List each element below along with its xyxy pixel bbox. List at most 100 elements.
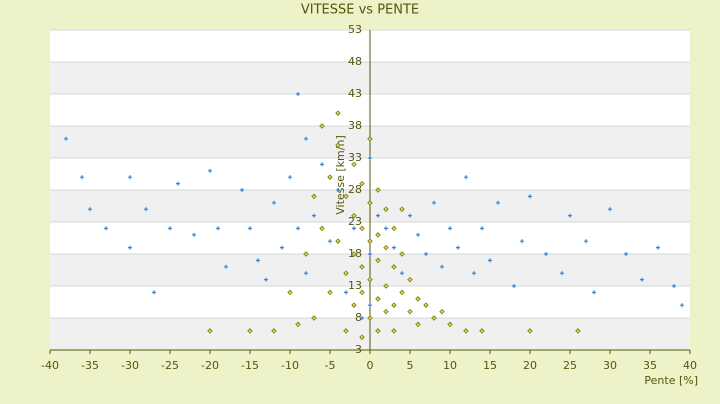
data-point [375, 328, 381, 334]
data-point [287, 289, 293, 296]
data-point [343, 270, 349, 276]
x-tick-label: 5 [407, 359, 414, 372]
data-point [240, 188, 244, 192]
data-point [344, 290, 348, 295]
x-tick-label: -40 [41, 359, 59, 372]
data-point [568, 213, 572, 218]
data-point [440, 264, 444, 269]
data-point [320, 162, 324, 167]
y-axis-title: Vitesse [km/h] [334, 135, 347, 215]
data-point [375, 187, 381, 193]
data-point [672, 284, 676, 288]
y-tick-label: 28 [348, 183, 362, 196]
data-point [295, 321, 301, 328]
data-point [192, 232, 196, 237]
data-point [360, 316, 364, 320]
chart-title: VITESSE vs PENTE [301, 3, 419, 18]
data-point [400, 271, 404, 276]
data-point [383, 206, 389, 212]
y-tick-label: 48 [348, 55, 362, 68]
data-point [656, 245, 660, 250]
data-point [424, 252, 428, 256]
x-tick-label: 30 [603, 359, 617, 372]
data-point [336, 188, 340, 192]
data-point [376, 213, 380, 218]
data-point [367, 315, 373, 321]
data-point [351, 212, 357, 219]
x-tick-label: 10 [443, 359, 457, 372]
data-point [391, 302, 397, 308]
data-point [680, 303, 684, 308]
x-tick-label: -35 [81, 359, 99, 372]
data-point [351, 161, 357, 168]
data-point [319, 123, 325, 129]
data-point [296, 92, 300, 96]
data-point [439, 308, 445, 315]
data-point [384, 226, 388, 231]
y-tick-label: 13 [348, 279, 362, 292]
data-point [408, 213, 412, 218]
data-point [88, 207, 92, 212]
data-point [128, 245, 132, 250]
data-point [575, 328, 581, 334]
y-tick-label: 23 [348, 215, 362, 228]
x-tick-label: 20 [523, 359, 537, 372]
data-point [328, 239, 332, 244]
data-point [368, 303, 372, 308]
data-point [479, 328, 485, 334]
x-tick-label: -15 [241, 359, 259, 372]
data-point [216, 226, 220, 231]
data-point [280, 245, 284, 250]
data-point [271, 328, 277, 334]
data-point [351, 251, 357, 257]
y-tick-label: 33 [348, 151, 362, 164]
data-point [399, 289, 405, 296]
data-point [423, 302, 429, 308]
data-point [256, 258, 260, 263]
data-point [447, 321, 453, 328]
data-point [288, 175, 292, 180]
data-point [407, 308, 413, 315]
data-point [304, 271, 308, 276]
data-point [456, 245, 460, 250]
data-point [207, 328, 213, 334]
data-point [383, 244, 389, 251]
data-point [407, 276, 413, 283]
data-point [375, 257, 381, 264]
data-point [392, 245, 396, 250]
data-point [368, 252, 372, 256]
data-point [592, 290, 596, 295]
data-point [80, 175, 84, 180]
x-tick-label: -30 [121, 359, 139, 372]
data-point [512, 284, 516, 288]
data-point [224, 264, 228, 269]
data-point [343, 328, 349, 334]
data-point [367, 238, 373, 244]
data-point [375, 232, 381, 238]
data-point [296, 226, 300, 231]
data-point [520, 239, 524, 244]
data-point [343, 193, 349, 200]
data-point [624, 252, 628, 256]
data-point [168, 226, 172, 231]
data-point [319, 225, 325, 232]
data-point [375, 296, 381, 302]
data-point [312, 213, 316, 218]
data-point [359, 180, 365, 187]
data-point [248, 226, 252, 231]
data-point [415, 296, 421, 302]
data-point [327, 174, 333, 180]
data-point [448, 226, 452, 231]
data-point [327, 289, 333, 296]
data-point [496, 200, 500, 205]
x-tick-label: 35 [643, 359, 657, 372]
data-point [176, 181, 180, 186]
y-tick-label: 38 [348, 119, 362, 132]
data-point [359, 289, 365, 296]
x-tick-label: 25 [563, 359, 577, 372]
data-point [208, 168, 212, 173]
data-point [264, 277, 268, 282]
data-point [416, 232, 420, 237]
